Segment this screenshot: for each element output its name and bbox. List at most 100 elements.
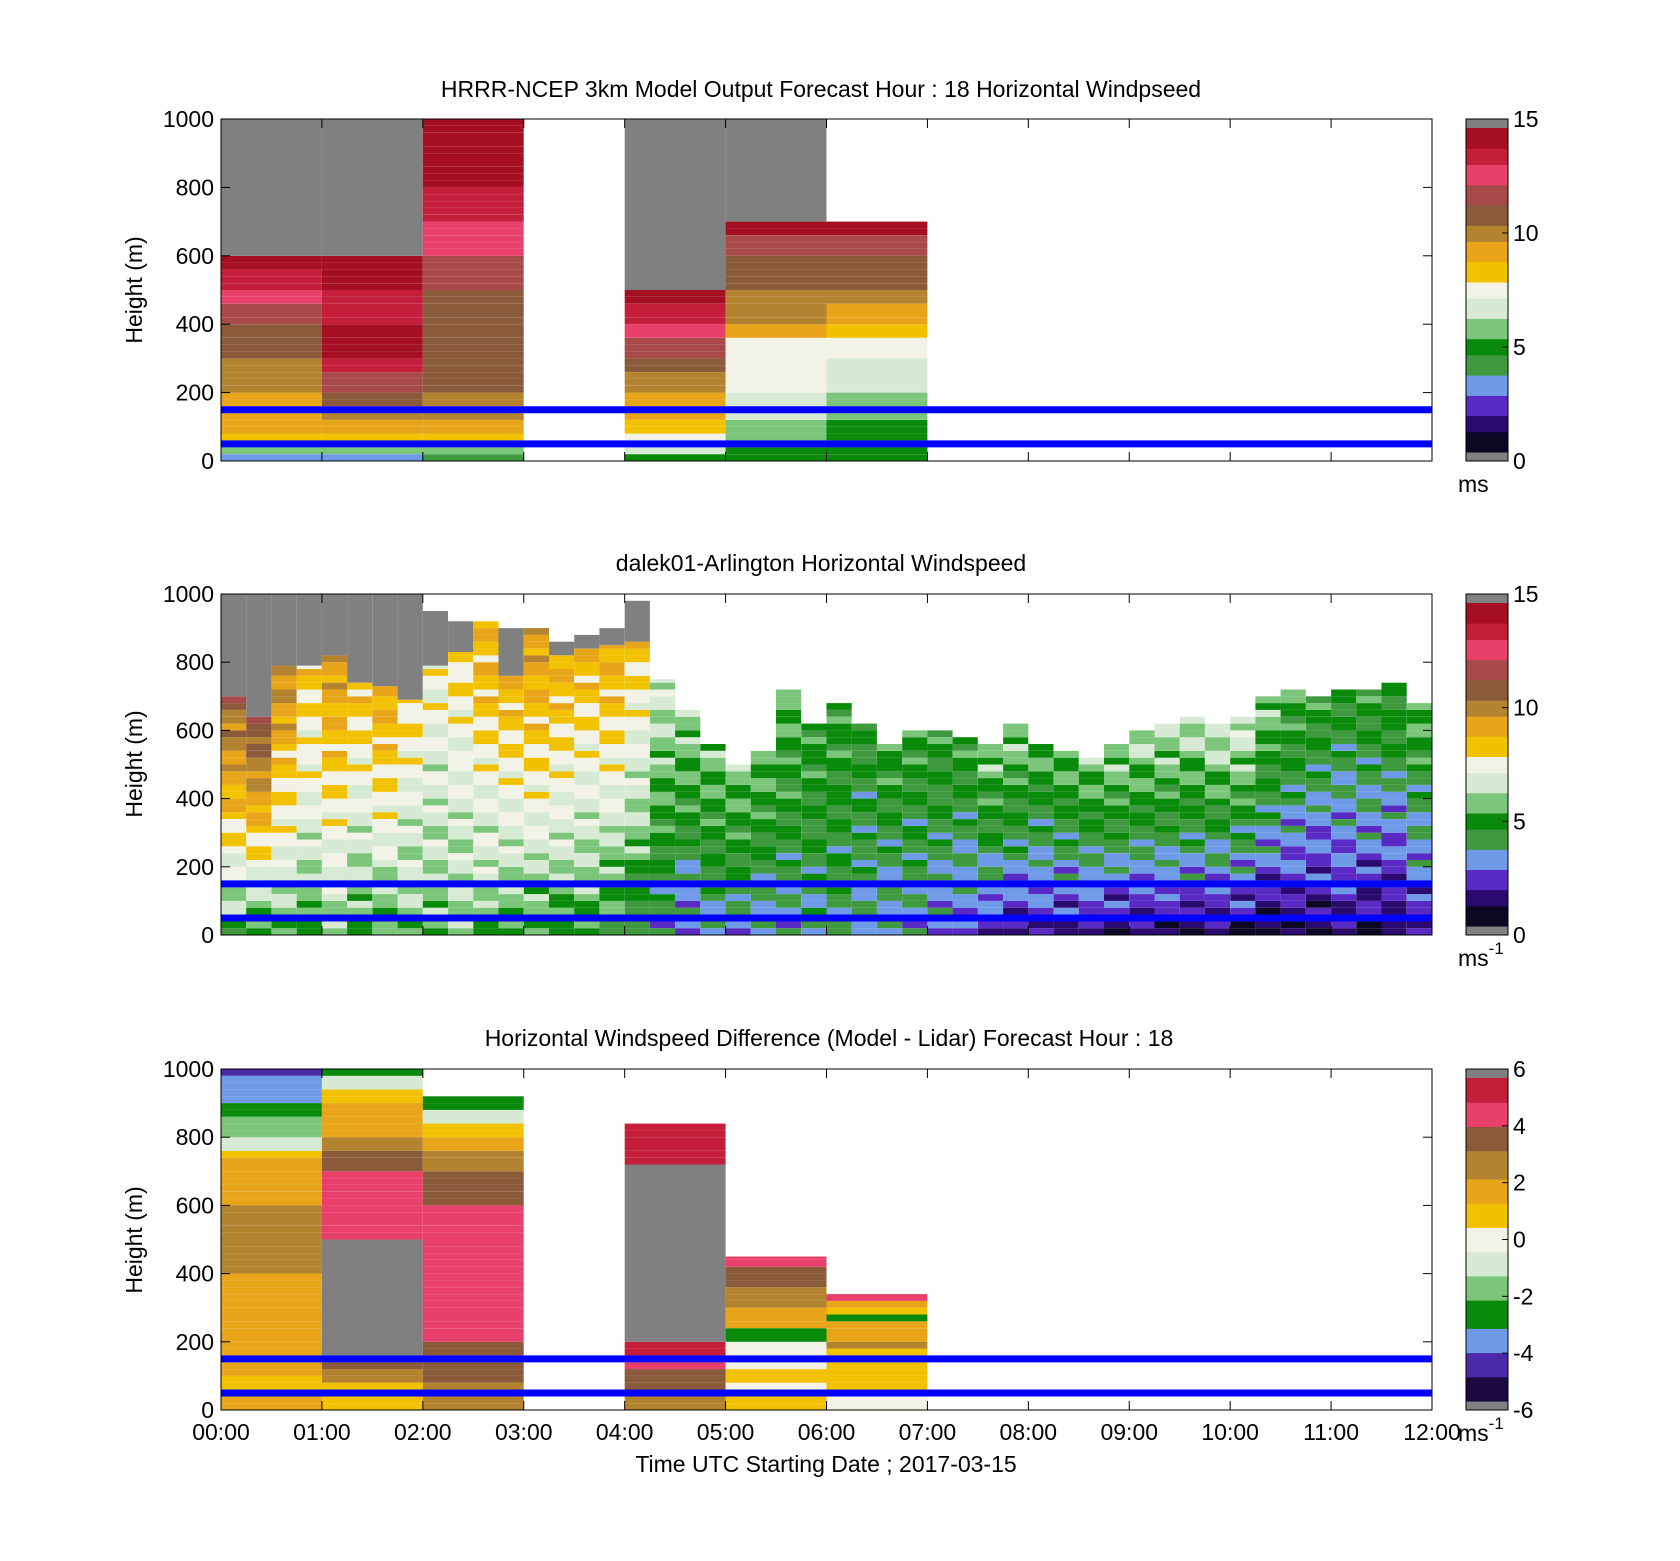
- missing-data-cell: [624, 1164, 726, 1342]
- heatmap-cell: [473, 805, 499, 813]
- heatmap-cell: [826, 860, 852, 867]
- heatmap-cell: [1280, 839, 1306, 847]
- heatmap-cell: [851, 839, 877, 847]
- heatmap-cell: [750, 839, 776, 847]
- heatmap-cell: [271, 771, 297, 779]
- heatmap-cell: [422, 771, 448, 779]
- heatmap-cell: [448, 825, 474, 833]
- colorbar-swatch: [1466, 229, 1508, 234]
- heatmap-cell: [877, 894, 903, 901]
- heatmap-cell: [1129, 846, 1155, 854]
- heatmap-cell: [1356, 785, 1382, 792]
- heatmap-cell: [927, 744, 953, 751]
- heatmap-cell: [397, 771, 423, 779]
- heatmap-cell: [624, 372, 726, 379]
- heatmap-cell: [1280, 703, 1306, 710]
- heatmap-cell: [422, 433, 524, 441]
- heatmap-cell: [221, 262, 322, 270]
- heatmap-cell: [801, 723, 827, 731]
- heatmap-cell: [1003, 866, 1029, 874]
- heatmap-cell: [246, 894, 272, 901]
- colorbar-swatch: [1466, 808, 1508, 814]
- heatmap-cell: [851, 887, 877, 895]
- heatmap-cell: [422, 1137, 524, 1144]
- heatmap-cell: [422, 730, 448, 738]
- heatmap-cell: [776, 900, 802, 908]
- heatmap-cell: [725, 900, 751, 908]
- heatmap-cell: [1356, 744, 1382, 751]
- heatmap-cell: [624, 392, 726, 400]
- heatmap-cell: [725, 433, 827, 441]
- heatmap-cell: [851, 846, 877, 854]
- heatmap-cell: [750, 805, 776, 813]
- heatmap-cell: [1179, 921, 1205, 929]
- heatmap-cell: [927, 846, 953, 854]
- colorbar-swatch: [1466, 290, 1508, 295]
- heatmap-cell: [750, 860, 776, 867]
- heatmap-cell: [523, 696, 549, 704]
- heatmap-cell: [1230, 723, 1256, 731]
- heatmap-cell: [1154, 832, 1180, 840]
- heatmap-cell: [221, 413, 322, 420]
- heatmap-cell: [549, 846, 575, 854]
- heatmap-cell: [246, 819, 272, 826]
- heatmap-cell: [700, 832, 726, 840]
- heatmap-cell: [952, 744, 978, 751]
- heatmap-cell: [372, 846, 398, 854]
- heatmap-cell: [700, 894, 726, 901]
- heatmap-cell: [877, 860, 903, 867]
- heatmap-cell: [725, 303, 827, 311]
- heatmap-cell: [649, 757, 676, 765]
- heatmap-cell: [1280, 853, 1306, 860]
- heatmap-cell: [776, 853, 802, 860]
- heatmap-cell: [473, 675, 499, 683]
- heatmap-cell: [574, 832, 600, 840]
- heatmap-cell: [952, 757, 978, 765]
- heatmap-cell: [1129, 819, 1155, 826]
- colorbar-swatch: [1466, 1102, 1508, 1107]
- heatmap-cell: [372, 866, 398, 874]
- heatmap-cell: [1280, 689, 1306, 697]
- heatmap-cell: [1028, 805, 1054, 813]
- heatmap-cell: [271, 907, 297, 915]
- heatmap-cell: [1104, 839, 1130, 847]
- heatmap-cell: [321, 433, 423, 441]
- heatmap-cell: [902, 894, 928, 901]
- heatmap-cell: [624, 385, 726, 393]
- heatmap-cell: [397, 921, 423, 929]
- heatmap-cell: [776, 703, 802, 710]
- y-tick-label: 200: [176, 1329, 214, 1355]
- heatmap-cell: [675, 730, 701, 738]
- y-axis-label: Height (m): [121, 1186, 147, 1293]
- heatmap-cell: [750, 791, 776, 799]
- heatmap-cell: [473, 703, 499, 710]
- heatmap-cell: [422, 242, 524, 249]
- heatmap-cell: [675, 737, 701, 744]
- heatmap-cell: [321, 1157, 423, 1165]
- colorbar-swatch: [1466, 148, 1508, 153]
- heatmap-cell: [523, 675, 549, 683]
- heatmap-cell: [372, 716, 398, 724]
- heatmap-cell: [549, 825, 575, 833]
- heatmap-cell: [1406, 921, 1432, 929]
- heatmap-cell: [1179, 907, 1205, 915]
- colorbar-swatch: [1466, 1126, 1508, 1132]
- heatmap-cell: [1230, 928, 1256, 935]
- heatmap-cell: [1053, 764, 1079, 772]
- heatmap-cell: [675, 709, 701, 717]
- heatmap-cell: [725, 819, 751, 826]
- x-axis-ticks: [220, 119, 1433, 461]
- colorbar-swatch: [1466, 1227, 1508, 1232]
- heatmap-cell: [574, 853, 600, 860]
- heatmap-cell: [977, 819, 1004, 826]
- heatmap-cell: [347, 832, 373, 840]
- colorbar-swatch: [1466, 200, 1508, 206]
- heatmap-cell: [826, 385, 928, 393]
- heatmap-cell: [221, 358, 322, 366]
- heatmap-cell: [1204, 866, 1231, 874]
- heatmap-cell: [801, 785, 827, 792]
- colorbar-swatch: [1466, 1110, 1508, 1115]
- heatmap-cell: [1331, 812, 1357, 819]
- heatmap-cell: [700, 907, 726, 915]
